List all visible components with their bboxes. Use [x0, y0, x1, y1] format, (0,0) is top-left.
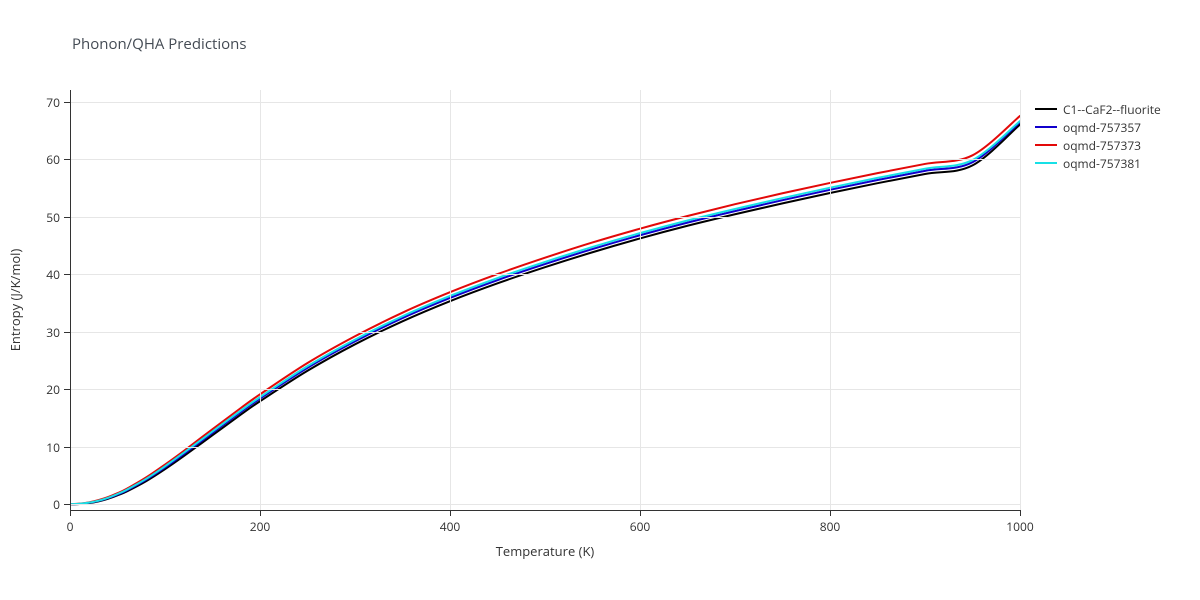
legend-swatch [1035, 108, 1057, 110]
legend: C1--CaF2--fluoriteoqmd-757357oqmd-757373… [1035, 100, 1161, 172]
legend-label: oqmd-757373 [1063, 137, 1141, 154]
legend-swatch [1035, 126, 1057, 128]
y-tick-label: 10 [32, 439, 60, 456]
y-tick-label: 30 [32, 324, 60, 341]
legend-swatch [1035, 162, 1057, 164]
legend-item[interactable]: oqmd-757373 [1035, 136, 1161, 154]
x-tick-label: 600 [625, 518, 655, 535]
y-tick-label: 20 [32, 381, 60, 398]
x-tick-label: 800 [815, 518, 845, 535]
x-tick-label: 1000 [1005, 518, 1035, 535]
y-tick-label: 0 [32, 496, 60, 513]
legend-label: C1--CaF2--fluorite [1063, 101, 1161, 118]
x-tick-label: 400 [435, 518, 465, 535]
y-tick-label: 60 [32, 151, 60, 168]
y-tick-label: 40 [32, 266, 60, 283]
y-axis-label: Entropy (J/K/mol) [6, 249, 24, 352]
legend-swatch [1035, 144, 1057, 146]
x-tick-label: 200 [245, 518, 275, 535]
legend-item[interactable]: C1--CaF2--fluorite [1035, 100, 1161, 118]
x-axis-label: Temperature (K) [485, 542, 605, 560]
x-tick-label: 0 [55, 518, 85, 535]
y-tick-label: 50 [32, 209, 60, 226]
legend-label: oqmd-757381 [1063, 155, 1141, 172]
legend-label: oqmd-757357 [1063, 119, 1141, 136]
y-tick-label: 70 [32, 94, 60, 111]
chart-container: Phonon/QHA Predictions 02004006008001000… [0, 0, 1200, 600]
legend-item[interactable]: oqmd-757381 [1035, 154, 1161, 172]
legend-item[interactable]: oqmd-757357 [1035, 118, 1161, 136]
